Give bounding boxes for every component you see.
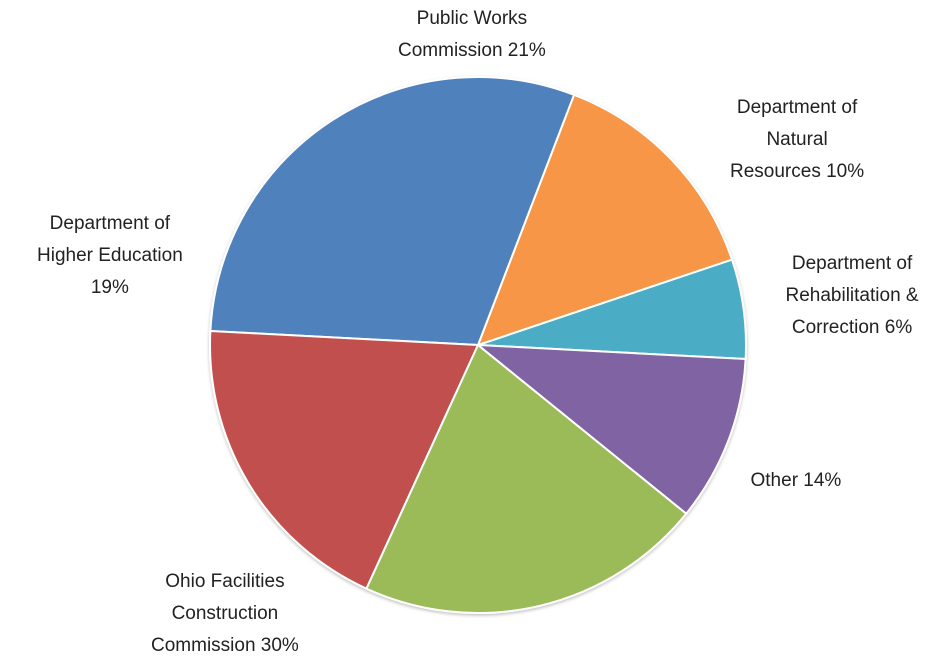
data-label-line: Department of [791,253,913,274]
data-label-line: Correction 6% [791,317,913,338]
data-label-line: Natural [766,129,828,150]
pie-slice-department-of-higher-education [209,329,479,590]
data-label-line: Rehabilitation & [785,285,919,306]
data-label-department-of-rehabilitation-correction: Department of Rehabilitation & Correction … [786,248,919,344]
pie-slices [209,76,747,614]
data-label-public-works-commission: Public Works Commission 21% [398,3,546,67]
data-label-ohio-facilities-construction-commission: Ohio Facilities Construction Commission 30… [151,566,299,662]
pie-slice-other [477,93,734,346]
data-label-line: Department of [49,213,171,234]
data-label-line: 19% [90,277,129,298]
data-label-line: Commission 21% [398,40,546,61]
data-label-line: Department of [736,97,858,118]
data-label-line: Commission 30% [151,635,299,656]
data-label-department-of-higher-education: Department of Higher Education 19% [37,208,183,304]
pie-slice-public-works-commission [365,344,688,614]
pie-slice-department-of-natural-resources [477,344,747,515]
pie-slice-ohio-facilities-construction-commission [209,76,576,346]
data-label-line: Resources 10% [730,161,865,182]
data-label-line: Public Works [416,8,528,29]
data-label-line: Construction [171,603,279,624]
data-label-line: Other 14% [750,470,842,491]
data-label-line: Ohio Facilities [165,571,285,592]
data-label-other: Other 14% [751,465,842,497]
data-label-line: Higher Education [37,245,183,266]
data-label-department-of-natural-resources: Department of Natural Resources 10% [730,92,864,188]
